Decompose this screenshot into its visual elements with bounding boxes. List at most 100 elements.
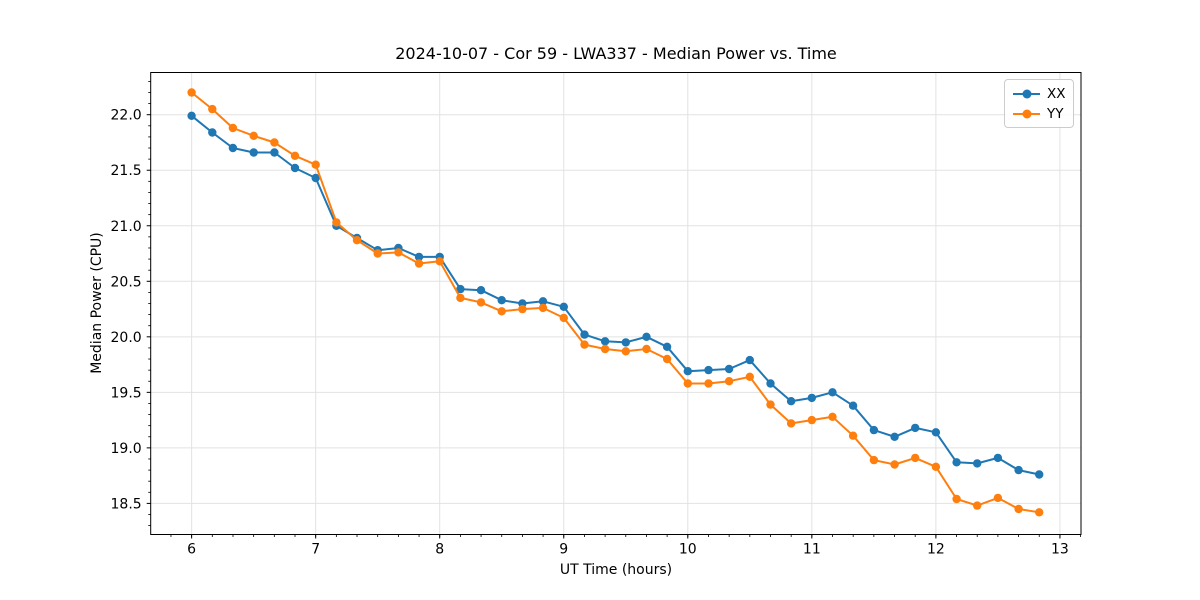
legend-entry-xx: XX: [1013, 85, 1066, 102]
data-point-yy: [1035, 508, 1044, 517]
data-point-xx: [745, 355, 754, 365]
data-point-xx: [807, 393, 816, 403]
data-point-yy: [352, 236, 362, 245]
data-point-xx: [228, 143, 238, 153]
data-point-xx: [600, 337, 610, 346]
y-tick-label: 19.5: [111, 385, 142, 401]
y-tick-label: 19.0: [111, 441, 142, 457]
data-point-yy: [642, 344, 651, 354]
y-tick-label: 20.5: [111, 274, 142, 290]
data-point-yy: [786, 419, 796, 428]
data-point-yy: [332, 218, 341, 227]
data-point-xx: [187, 111, 196, 121]
data-point-yy: [476, 298, 486, 307]
y-tick-label: 21.5: [111, 163, 142, 179]
legend-marker-yy-icon: [1013, 107, 1040, 121]
data-point-xx: [290, 163, 300, 173]
y-tick-label: 20.0: [111, 330, 142, 346]
data-point-xx: [621, 338, 630, 347]
data-point-yy: [662, 354, 672, 364]
data-point-yy: [394, 248, 403, 257]
data-point-xx: [911, 423, 920, 433]
data-point-yy: [828, 412, 837, 421]
data-point-yy: [518, 304, 527, 314]
data-point-yy: [1014, 504, 1023, 514]
data-point-xx: [559, 302, 568, 311]
data-point-yy: [848, 431, 858, 440]
data-point-xx: [973, 459, 982, 468]
data-point-xx: [848, 401, 858, 410]
x-tick-label: 11: [803, 542, 821, 558]
data-point-yy: [208, 104, 217, 114]
data-point-xx: [766, 379, 775, 388]
data-point-xx: [724, 364, 734, 374]
data-point-xx: [414, 252, 424, 262]
data-point-yy: [497, 307, 506, 316]
data-point-yy: [600, 344, 610, 354]
data-point-xx: [642, 332, 651, 341]
y-tick-label: 18.5: [111, 496, 142, 512]
data-point-xx: [662, 342, 672, 351]
data-point-yy: [683, 379, 692, 388]
data-point-yy: [704, 379, 713, 388]
data-point-xx: [704, 365, 713, 375]
data-point-yy: [559, 313, 568, 323]
series-line-xx: [190, 114, 1041, 476]
legend-entry-yy: YY: [1013, 105, 1065, 122]
data-point-yy: [869, 455, 879, 465]
data-point-xx: [931, 428, 941, 437]
data-point-yy: [249, 131, 258, 140]
data-point-xx: [890, 432, 899, 441]
data-point-xx: [456, 284, 465, 294]
x-tick-label: 6: [187, 542, 196, 558]
data-point-yy: [435, 257, 444, 266]
data-point-yy: [952, 494, 961, 504]
data-point-xx: [786, 397, 796, 406]
data-point-xx: [828, 388, 837, 397]
data-point-xx: [952, 458, 961, 467]
x-tick-label: 10: [679, 542, 697, 558]
data-point-xx: [311, 173, 320, 183]
data-point-yy: [766, 400, 775, 409]
x-tick-label: 13: [1051, 542, 1069, 558]
legend-label-yy: YY: [1047, 105, 1064, 122]
legend-label-xx: XX: [1047, 85, 1066, 102]
data-point-yy: [580, 340, 589, 349]
data-point-yy: [807, 415, 816, 425]
data-point-yy: [973, 501, 982, 510]
y-tick-label: 21.0: [111, 219, 142, 235]
data-point-yy: [890, 460, 899, 469]
x-tick-label: 7: [311, 542, 320, 558]
data-point-xx: [993, 453, 1003, 463]
data-point-yy: [621, 347, 630, 356]
x-tick-label: 12: [927, 542, 945, 558]
legend-marker-xx-icon: [1013, 87, 1040, 101]
data-point-xx: [1035, 470, 1044, 479]
data-point-yy: [311, 160, 320, 169]
data-point-yy: [414, 259, 424, 268]
data-point-xx: [208, 128, 217, 137]
y-axis-label: Median Power (CPU): [89, 232, 105, 374]
data-point-yy: [373, 249, 382, 258]
x-axis-label: UT Time (hours): [559, 562, 673, 578]
data-point-xx: [270, 148, 279, 157]
data-point-yy: [993, 493, 1003, 503]
data-point-xx: [476, 286, 486, 295]
data-point-xx: [869, 425, 879, 435]
data-point-yy: [228, 123, 238, 133]
data-point-yy: [270, 138, 279, 147]
data-point-yy: [187, 88, 196, 97]
legend: XX YY: [1004, 79, 1074, 128]
legend-dot-xx: [1022, 89, 1031, 98]
data-point-xx: [538, 297, 548, 306]
data-point-xx: [683, 367, 692, 376]
data-point-yy: [538, 303, 548, 313]
data-point-yy: [911, 453, 920, 463]
legend-dot-yy: [1022, 109, 1031, 118]
data-point-xx: [1014, 465, 1023, 475]
chart-title: 2024-10-07 - Cor 59 - LWA337 - Median Po…: [395, 44, 837, 63]
y-tick-label: 22.0: [111, 108, 142, 124]
data-point-yy: [724, 377, 734, 386]
